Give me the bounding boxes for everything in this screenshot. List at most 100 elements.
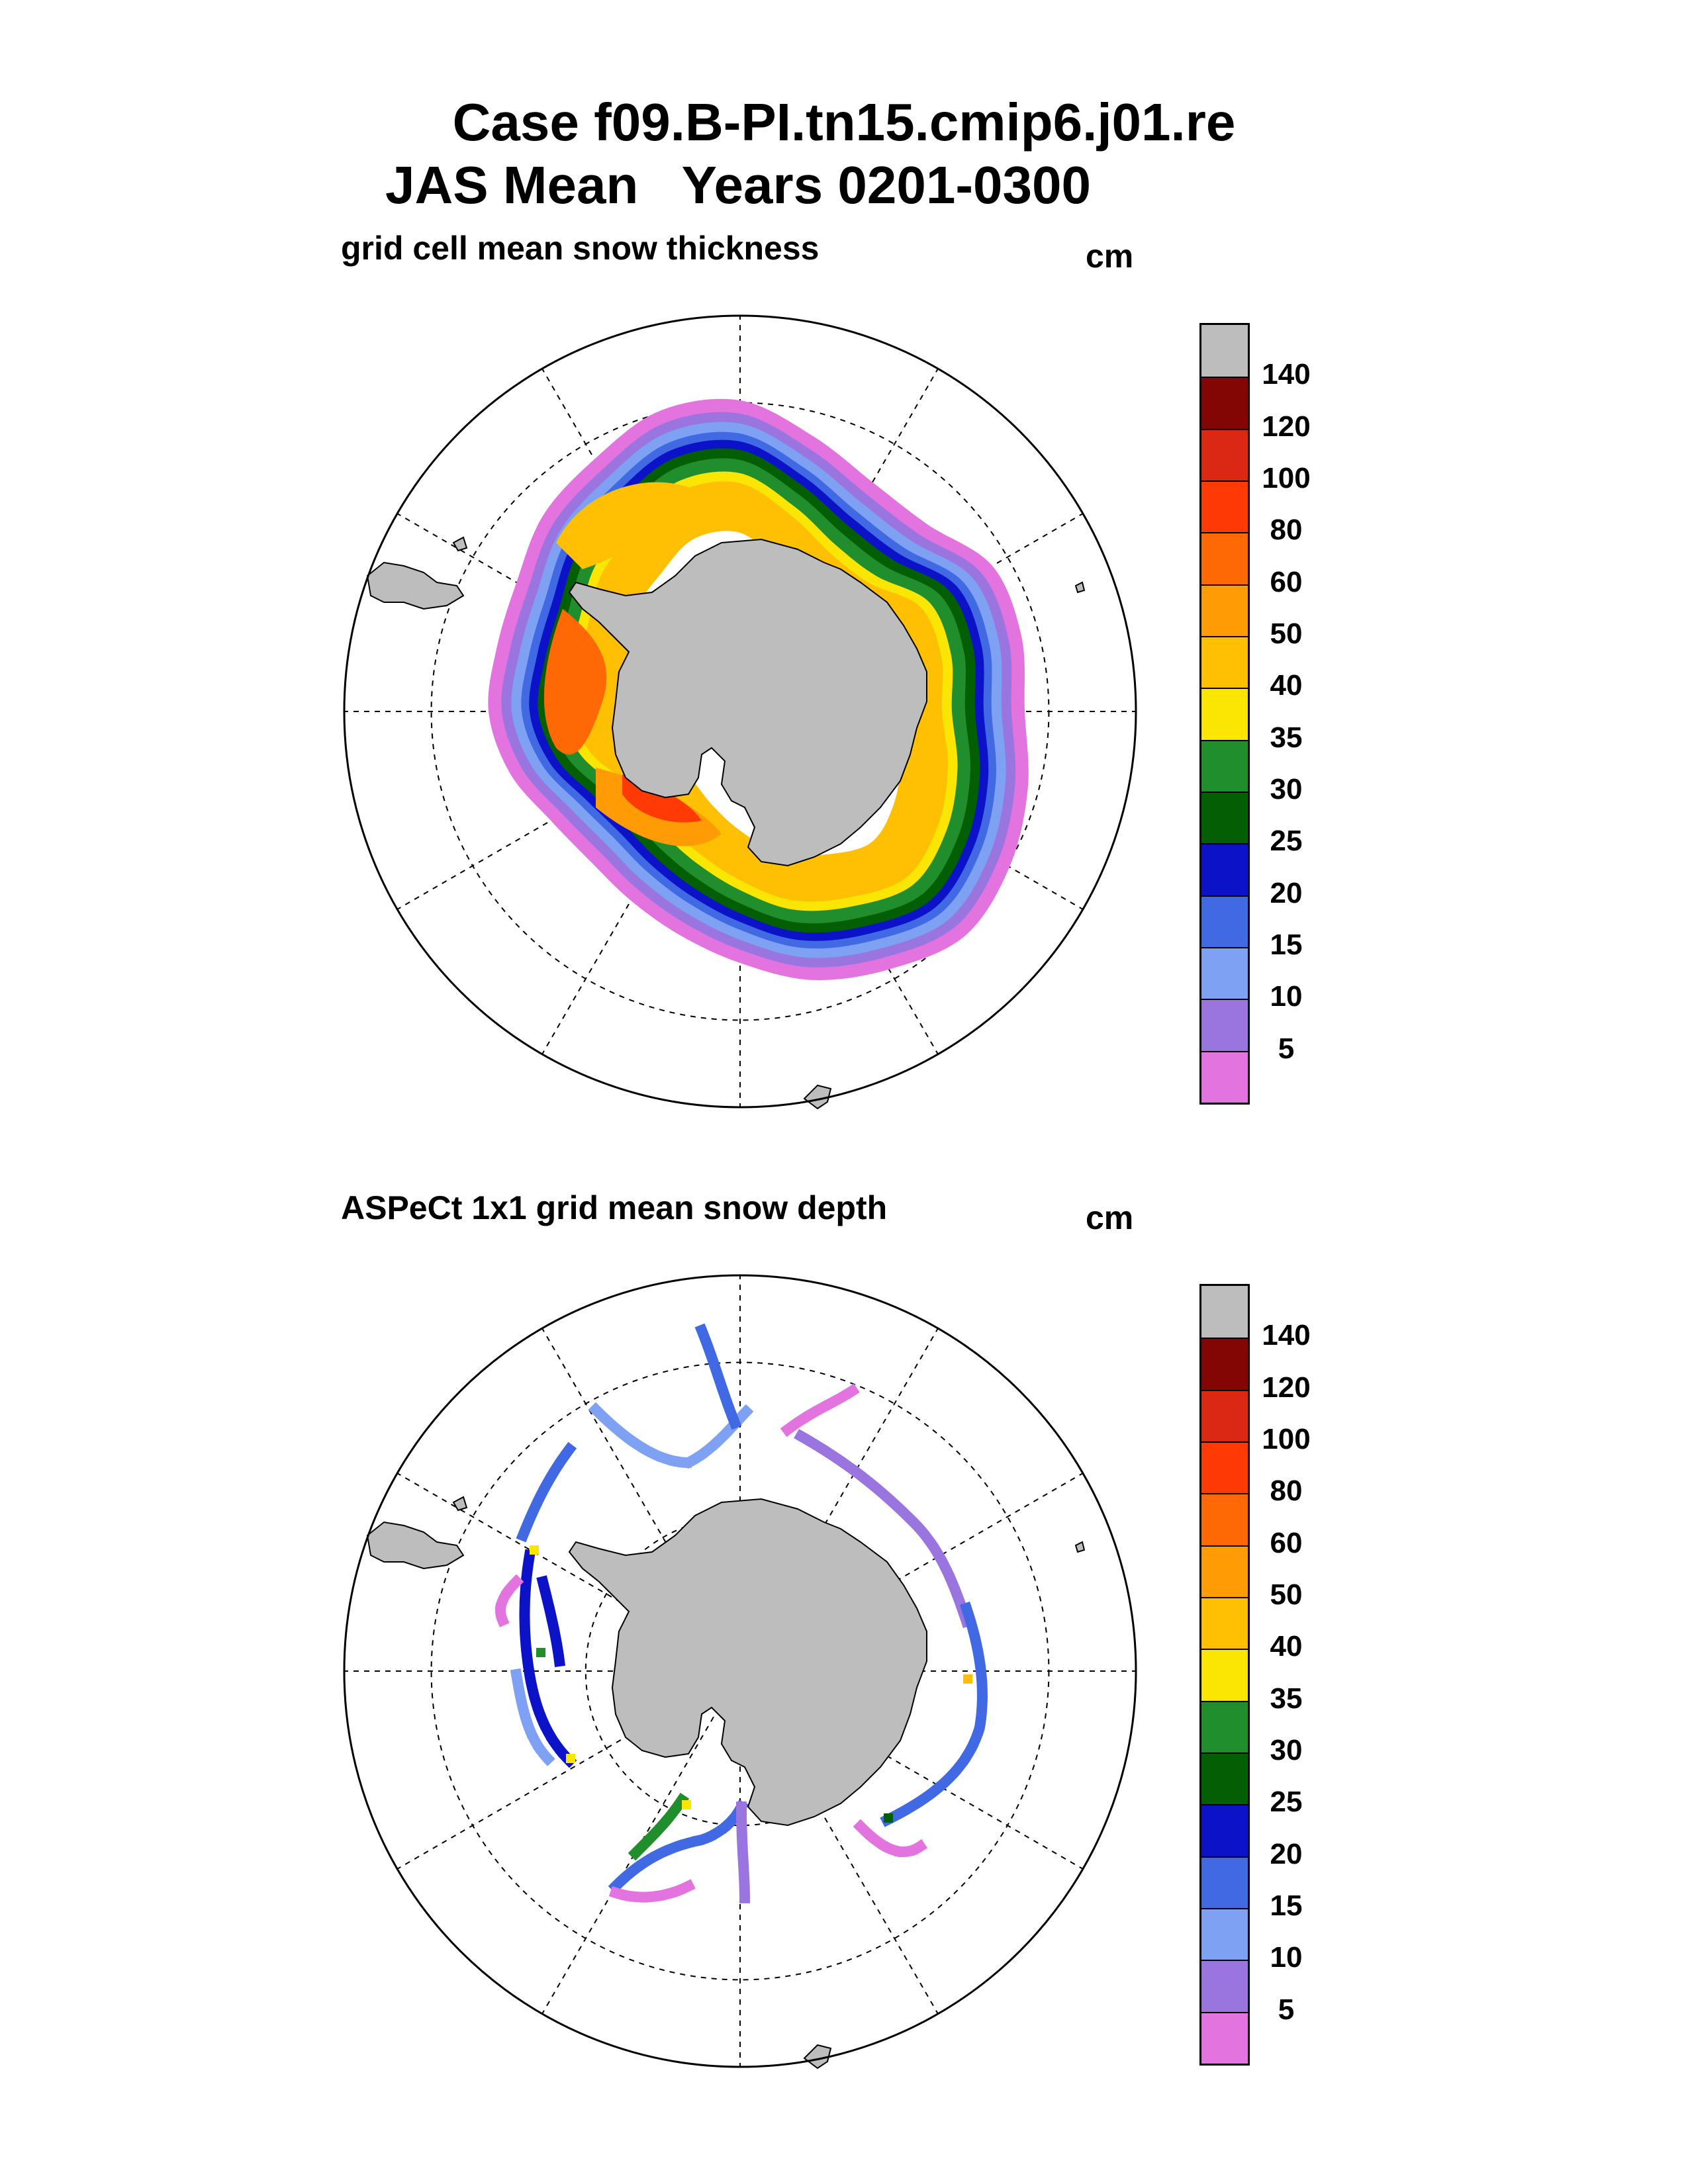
colorbar-swatch [1201, 1752, 1248, 1805]
colorbar-swatch [1201, 1545, 1248, 1597]
observation-track [608, 1799, 749, 1894]
colorbar-swatch [1201, 999, 1248, 1051]
colorbar-label: 10 [1270, 980, 1303, 1013]
observation-cell [536, 1648, 545, 1657]
colorbar-swatch [1201, 792, 1248, 844]
colorbar-label: 50 [1270, 617, 1303, 650]
colorbar-label: 50 [1270, 1578, 1303, 1611]
observation-track [510, 1668, 557, 1768]
colorbar-label: 60 [1270, 1526, 1303, 1559]
colorbar-label: 60 [1270, 565, 1303, 598]
new-zealand-landmass [803, 1084, 832, 1110]
panel2-unit: cm [1086, 1199, 1134, 1236]
observation-cell [530, 1545, 539, 1555]
colorbar-label: 120 [1262, 1371, 1311, 1404]
map-boundary [343, 1274, 1137, 2068]
colorbar-label: 15 [1270, 929, 1303, 961]
observation-track [794, 1429, 974, 1629]
observation-cell [682, 1800, 691, 1809]
sub-title: JAS Mean Years 0201-0300 [385, 156, 1091, 214]
island-landmass [452, 1496, 468, 1512]
panel2-label: ASPeCt 1x1 grid mean snow depth [341, 1189, 888, 1226]
colorbar-swatch [1201, 895, 1248, 947]
colorbar-swatch [1201, 636, 1248, 688]
colorbar-label: 5 [1278, 1032, 1295, 1065]
colorbar-swatch [1201, 1804, 1248, 1856]
island-landmass [452, 536, 468, 552]
colorbar-label: 30 [1270, 773, 1303, 805]
panel1-label: grid cell mean snow thickness [341, 230, 820, 267]
observation-cell [963, 1674, 972, 1684]
island-landmass [1074, 581, 1086, 594]
observation-track [735, 1801, 751, 1905]
colorbar-label: 20 [1270, 876, 1303, 909]
island-landmass [1074, 1541, 1086, 1553]
colorbar-label: 140 [1262, 1319, 1311, 1352]
observation-cell [884, 1813, 893, 1823]
colorbar-label: 80 [1270, 514, 1303, 547]
colorbar-swatch [1201, 688, 1248, 740]
model-snow-map [343, 314, 1137, 1110]
colorbar-swatch [1201, 1960, 1248, 2012]
colorbar-label: 35 [1270, 1682, 1303, 1715]
colorbar-bottom [1199, 1284, 1250, 2066]
thick-snow-patch [543, 609, 607, 755]
main-title: Case f09.B-PI.tn15.cmip6.j01.re [452, 93, 1236, 152]
panel1-unit: cm [1086, 238, 1134, 275]
colorbar-swatch [1201, 428, 1248, 480]
colorbar-swatch [1201, 325, 1248, 377]
map-boundary [343, 314, 1137, 1109]
colorbar-swatch [1201, 1700, 1248, 1752]
colorbar-swatch [1201, 1441, 1248, 1494]
colorbar-label: 30 [1270, 1734, 1303, 1766]
colorbar-swatch [1201, 377, 1248, 429]
colorbar-label: 80 [1270, 1475, 1303, 1508]
observation-track [495, 1574, 524, 1629]
colorbar-label: 100 [1262, 1423, 1311, 1455]
observation-track [694, 1323, 742, 1430]
antarctica-landmass [568, 1498, 927, 1827]
colorbar-swatch [1201, 1286, 1248, 1338]
colorbar-top [1199, 323, 1250, 1105]
colorbar-label: 40 [1270, 669, 1303, 702]
colorbar-label: 35 [1270, 721, 1303, 754]
new-zealand-landmass [803, 2044, 832, 2070]
colorbar-label: 15 [1270, 1889, 1303, 1922]
colorbar-swatch [1201, 1493, 1248, 1545]
colorbar-swatch [1201, 480, 1248, 533]
colorbar-label: 120 [1262, 410, 1311, 443]
colorbar-swatch [1201, 1338, 1248, 1390]
thick-snow-patch [556, 482, 695, 569]
colorbar-swatch [1201, 843, 1248, 895]
colorbar-swatch [1201, 1856, 1248, 1908]
colorbar-swatch [1201, 1597, 1248, 1649]
observation-track [536, 1575, 565, 1667]
observation-track [880, 1601, 988, 1827]
colorbar-label: 25 [1270, 825, 1303, 858]
obs-snow-map [343, 1274, 1137, 2070]
antarctica-landmass [568, 538, 927, 867]
observation-track [853, 1819, 928, 1858]
colorbar-swatch [1201, 739, 1248, 792]
colorbar-swatch [1201, 2011, 1248, 2064]
observation-track [628, 1792, 690, 1861]
colorbar-swatch [1201, 1649, 1248, 1701]
observation-cell [566, 1754, 575, 1763]
colorbar-label: 20 [1270, 1837, 1303, 1870]
south-america-landmass [366, 1521, 465, 1570]
meridian-line [541, 1670, 741, 2015]
colorbar-label: 140 [1262, 358, 1311, 391]
colorbar-swatch [1201, 1908, 1248, 1960]
colorbar-label: 25 [1270, 1786, 1303, 1819]
south-america-landmass [366, 561, 465, 610]
colorbar-swatch [1201, 1389, 1248, 1441]
colorbar-label: 5 [1278, 1993, 1295, 2026]
colorbar-label: 100 [1262, 462, 1311, 494]
observation-track [516, 1441, 577, 1543]
colorbar-swatch [1201, 532, 1248, 584]
colorbar-label: 10 [1270, 1941, 1303, 1974]
observation-track [780, 1382, 862, 1437]
colorbar-swatch [1201, 1050, 1248, 1103]
colorbar-swatch [1201, 947, 1248, 999]
colorbar-swatch [1201, 584, 1248, 636]
